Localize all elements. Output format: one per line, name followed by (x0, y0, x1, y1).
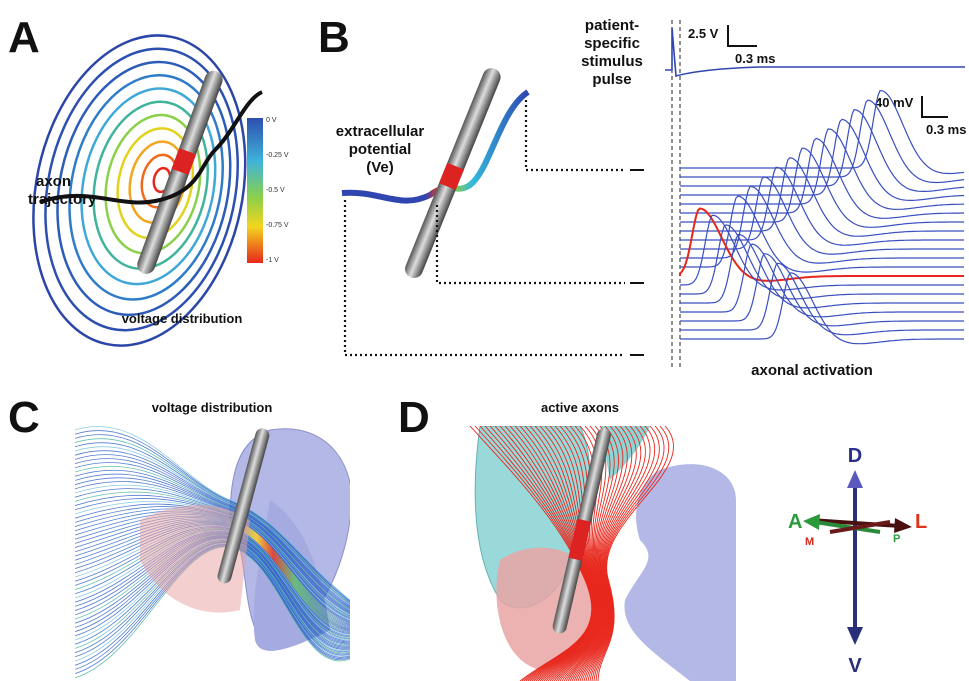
trace (680, 244, 964, 317)
colorbar-label: 0 V (266, 117, 277, 124)
colorbar-label: -0.5 V (266, 187, 285, 194)
scale-label: 2.5 V (688, 26, 719, 41)
figure: A axontrajectory 0 V -0.25 V -0.5 V -0.75 V… (0, 0, 969, 681)
trace (680, 273, 964, 344)
axon-label: axontrajectory (28, 173, 97, 208)
colorbar (247, 118, 263, 263)
caption: voltage distribution (152, 400, 273, 415)
electrode (402, 65, 503, 280)
traces (680, 91, 964, 344)
dir-label: V (848, 655, 862, 677)
dir-label: A (788, 511, 802, 533)
caption: axonal activation (751, 362, 873, 379)
electrode (135, 68, 225, 276)
colorbar-label: -0.75 V (266, 222, 289, 229)
trace (680, 187, 964, 264)
trace (680, 209, 964, 281)
panel-label: A (8, 13, 40, 62)
voltage-image (75, 426, 352, 681)
orientation-axes (803, 470, 912, 645)
trace (680, 167, 964, 245)
trace (680, 177, 964, 254)
colorbar-label: -1 V (266, 257, 279, 264)
trace (680, 158, 964, 237)
colorbar-label: -0.25 V (266, 152, 289, 159)
caption: voltage distribution (122, 311, 243, 326)
scale-label: 0.3 ms (735, 51, 775, 66)
trace (680, 254, 964, 326)
dir-label: M (805, 536, 814, 548)
dir-label: L (915, 511, 927, 533)
panel-label: B (318, 13, 350, 62)
panel-label: C (8, 393, 40, 442)
panel-label: D (398, 393, 430, 442)
trace (680, 225, 964, 299)
caption: active axons (541, 400, 619, 415)
scale-label: 40 mV (875, 95, 914, 110)
axons-image (456, 426, 736, 681)
dir-label: D (848, 445, 862, 467)
scale-label: 0.3 ms (926, 122, 966, 137)
dir-label: P (893, 533, 900, 545)
